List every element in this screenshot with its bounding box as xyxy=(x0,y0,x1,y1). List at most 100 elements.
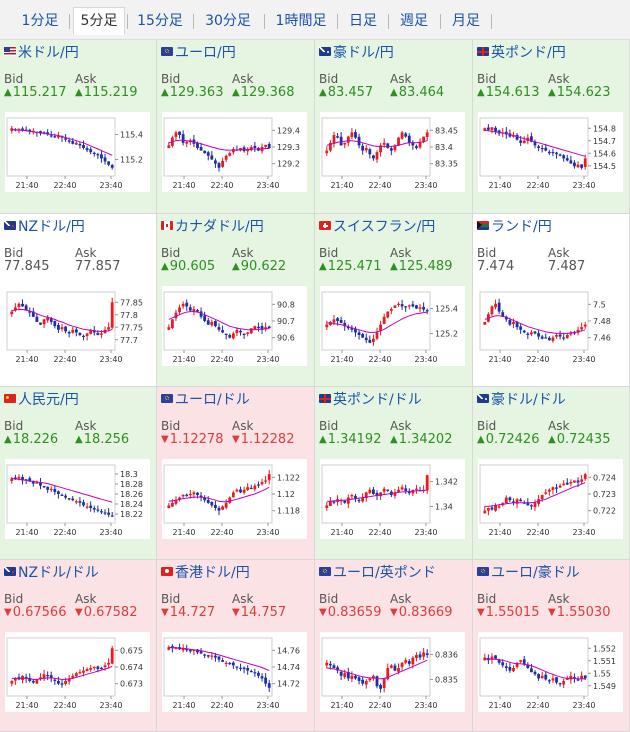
tab-4[interactable]: 1時間足 xyxy=(275,13,327,29)
y-tick-label: 14.74 xyxy=(277,663,300,672)
candlestick-chart[interactable]: 0.836 0.835 21:40 22:40 23:40 xyxy=(320,632,465,712)
y-tick-label: 7.48 xyxy=(593,317,611,326)
candle-body xyxy=(178,131,181,135)
candle-body xyxy=(217,163,221,168)
candle-body xyxy=(397,137,400,146)
candle-body xyxy=(357,136,361,146)
x-tick-label: 22:40 xyxy=(526,181,549,190)
candle-body xyxy=(260,326,264,330)
candlestick-chart[interactable]: 1.122 1.12 1.118 21:40 22:40 23:40 xyxy=(162,459,307,539)
pair-link[interactable]: 豪ドル/ドル xyxy=(477,391,566,409)
y-tick-label: 115.2 xyxy=(120,156,143,165)
rate-card: 人民元/円 Bid ▲18.226 Ask ▲18.256 18.3 18.28 18.26 1… xyxy=(0,387,157,560)
x-tick-label: 23:40 xyxy=(256,701,279,710)
pair-link[interactable]: ユーロ/ドル xyxy=(161,391,250,409)
candle-body xyxy=(515,499,519,504)
tab-5[interactable]: 日足 xyxy=(349,13,377,29)
candle-body xyxy=(242,333,246,335)
tab-3[interactable]: 30分足 xyxy=(205,13,251,29)
pair-link[interactable]: ユーロ/豪ドル xyxy=(477,564,580,582)
candle-body xyxy=(350,327,354,330)
candle-body xyxy=(10,128,14,131)
bid-price: 125.471 xyxy=(327,259,382,274)
candle-body xyxy=(558,485,562,488)
candlestick-chart[interactable]: 90.8 90.7 90.6 21:40 22:40 23:40 xyxy=(162,286,307,366)
candlestick-chart[interactable]: 77.85 77.8 77.75 77.7 21:40 22:40 23:40 xyxy=(5,286,150,366)
x-tick-label: 22:40 xyxy=(53,355,76,364)
pair-link[interactable]: 米ドル/円 xyxy=(4,44,79,62)
candlestick-chart[interactable]: 0.724 0.723 0.722 21:40 22:40 23:40 xyxy=(478,459,623,539)
plot-area xyxy=(163,637,273,697)
candlestick-chart[interactable]: 7.5 7.48 7.46 21:40 22:40 23:40 xyxy=(478,286,623,366)
candlestick-chart[interactable]: 1.342 1.34 21:40 22:40 23:40 xyxy=(320,459,465,539)
x-tick-label: 23:40 xyxy=(99,181,122,190)
pair-link[interactable]: NZドル/円 xyxy=(4,218,85,236)
y-tick-label: 115.4 xyxy=(120,131,143,140)
candle-body xyxy=(547,337,551,341)
triangle-up-icon: ▲ xyxy=(4,87,12,98)
x-tick-label: 21:40 xyxy=(488,355,511,364)
candle-body xyxy=(565,158,569,161)
candlestick-chart[interactable]: 0.675 0.674 0.673 21:40 22:40 23:40 xyxy=(5,632,150,712)
pair-link[interactable]: 豪ドル/円 xyxy=(319,44,394,62)
candle-body xyxy=(260,482,264,485)
rate-card: スイスフラン/円 Bid ▲125.471 Ask ▲125.489 125.4 125.2… xyxy=(315,214,473,387)
candlestick-chart[interactable]: 115.4 115.2 21:40 22:40 23:40 xyxy=(5,112,150,192)
candle-body xyxy=(382,678,386,689)
triangle-up-icon: ▲ xyxy=(232,261,240,272)
candlestick-chart[interactable]: 129.4 129.3 129.2 21:40 22:40 23:40 xyxy=(162,112,307,192)
candle-body xyxy=(203,497,207,501)
candle-body xyxy=(246,149,250,152)
rate-card: 英ポンド/円 Bid ▲154.613 Ask ▲154.623 154.8 154.7 15… xyxy=(473,40,630,214)
candle-body xyxy=(228,153,232,156)
pair-link[interactable]: カナダドル/円 xyxy=(161,218,264,236)
candlestick-chart[interactable]: 14.76 14.74 14.72 21:40 22:40 23:40 xyxy=(162,632,307,712)
candle-body xyxy=(332,135,336,144)
candle-body xyxy=(530,332,533,335)
candle-body xyxy=(339,671,343,676)
candle-body xyxy=(78,332,82,335)
candle-body xyxy=(257,326,260,329)
candlestick-chart[interactable]: 125.4 125.2 21:40 22:40 23:40 xyxy=(320,286,465,366)
pair-link[interactable]: NZドル/ドル xyxy=(4,564,99,582)
candle-body xyxy=(214,160,217,164)
tab-6[interactable]: 週足 xyxy=(400,13,428,29)
candlestick-chart[interactable]: 1.552 1.551 1.55 1.549 21:40 22:40 23:40 xyxy=(478,632,623,712)
candle-body xyxy=(328,501,332,507)
candle-body xyxy=(42,674,46,679)
candle-body xyxy=(210,501,214,506)
tab-7[interactable]: 月足 xyxy=(452,13,480,29)
tab-2[interactable]: 15分足 xyxy=(137,13,183,29)
candle-body xyxy=(257,484,260,486)
pair-link[interactable]: 英ポンド/円 xyxy=(477,44,566,62)
y-tick-label: 18.28 xyxy=(120,480,143,489)
pair-link[interactable]: 人民元/円 xyxy=(4,391,79,409)
pair-link[interactable]: 英ポンド/ドル xyxy=(319,391,422,409)
ask-value: ▲83.464 xyxy=(390,85,444,100)
pair-link[interactable]: ランド/円 xyxy=(477,218,552,236)
candle-body xyxy=(96,666,100,670)
pair-link[interactable]: 香港ドル/円 xyxy=(161,564,250,582)
ask-value: ▲154.623 xyxy=(548,85,610,100)
candle-body xyxy=(49,318,53,322)
moving-average-line xyxy=(168,646,270,672)
candle-body xyxy=(515,662,519,668)
tab-0[interactable]: 1分足 xyxy=(21,13,59,29)
candle-body xyxy=(221,660,224,662)
pair-link[interactable]: ユーロ/円 xyxy=(161,44,236,62)
candle-body xyxy=(228,497,232,503)
candlestick-chart[interactable]: 154.8 154.7 154.6 154.5 21:40 22:40 23:40 xyxy=(478,112,623,192)
tab-1[interactable]: 5分足 xyxy=(73,7,125,35)
candle-body xyxy=(576,480,580,483)
candlestick-chart[interactable]: 83.45 83.4 83.35 21:40 22:40 23:40 xyxy=(320,112,465,192)
triangle-up-icon: ▲ xyxy=(161,261,169,272)
candle-body xyxy=(364,148,368,151)
candle-body xyxy=(361,145,365,151)
pair-link[interactable]: スイスフラン/円 xyxy=(319,218,435,236)
candle-body xyxy=(246,487,250,491)
pair-link[interactable]: ユーロ/英ポンド xyxy=(319,564,436,582)
ask-value: ▼1.55030 xyxy=(548,605,610,620)
candle-body xyxy=(28,129,32,132)
bid-label: Bid xyxy=(4,246,24,260)
